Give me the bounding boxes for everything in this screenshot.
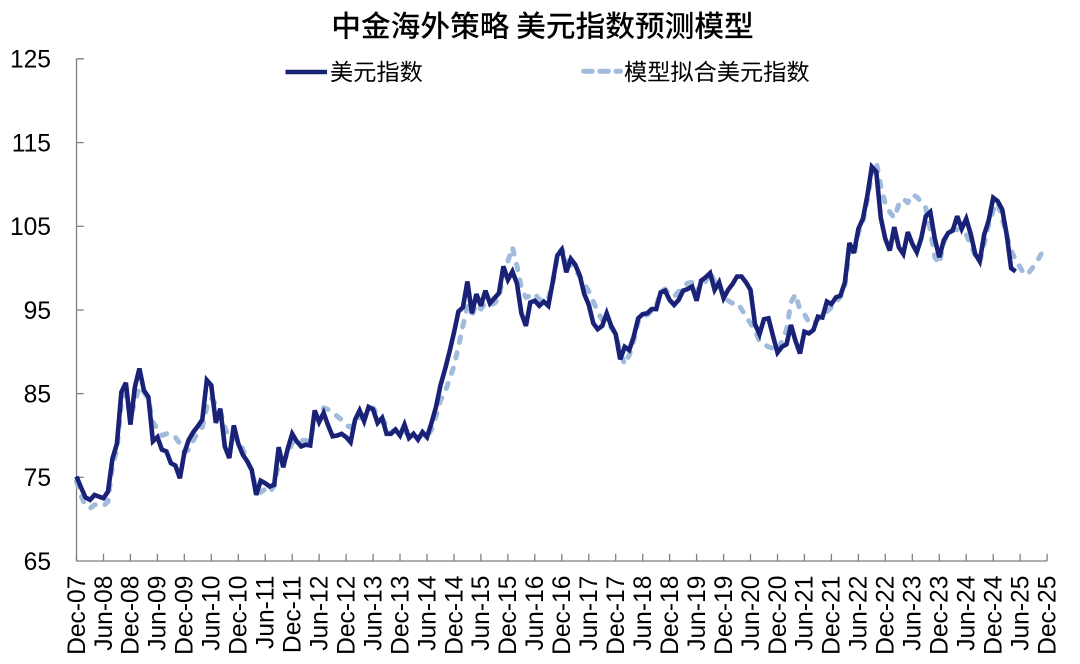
- svg-text:Jun-21: Jun-21: [792, 576, 819, 651]
- svg-text:115: 115: [12, 130, 51, 157]
- svg-text:Dec-23: Dec-23: [927, 576, 954, 655]
- svg-text:Jun-13: Jun-13: [360, 576, 387, 651]
- svg-text:Jun-20: Jun-20: [738, 576, 765, 651]
- svg-text:Dec-22: Dec-22: [873, 576, 900, 655]
- svg-text:Jun-09: Jun-09: [145, 576, 172, 651]
- svg-text:105: 105: [10, 214, 51, 241]
- svg-text:Jun-23: Jun-23: [900, 576, 927, 651]
- svg-text:Dec-17: Dec-17: [603, 576, 630, 655]
- svg-text:Jun-22: Jun-22: [846, 576, 873, 651]
- svg-text:Jun-15: Jun-15: [468, 576, 495, 651]
- svg-text:95: 95: [24, 298, 51, 325]
- svg-text:Dec-13: Dec-13: [387, 576, 414, 655]
- svg-text:Jun-16: Jun-16: [522, 576, 549, 651]
- svg-text:Dec-12: Dec-12: [333, 576, 360, 655]
- svg-text:Dec-14: Dec-14: [441, 576, 468, 655]
- svg-text:Dec-10: Dec-10: [226, 576, 253, 655]
- svg-text:Jun-18: Jun-18: [630, 576, 657, 651]
- svg-text:75: 75: [24, 465, 51, 492]
- svg-text:Dec-15: Dec-15: [495, 576, 522, 655]
- svg-text:Dec-08: Dec-08: [118, 576, 145, 655]
- svg-text:65: 65: [24, 549, 51, 576]
- svg-text:Dec-07: Dec-07: [64, 576, 91, 655]
- svg-text:Dec-16: Dec-16: [549, 576, 576, 655]
- svg-text:Jun-14: Jun-14: [414, 576, 441, 651]
- svg-text:Jun-08: Jun-08: [91, 576, 118, 651]
- svg-text:125: 125: [10, 47, 51, 74]
- svg-text:Dec-24: Dec-24: [981, 576, 1008, 655]
- svg-text:Jun-11: Jun-11: [253, 576, 280, 649]
- svg-text:Jun-10: Jun-10: [199, 576, 226, 651]
- svg-text:Dec-11: Dec-11: [280, 576, 307, 653]
- svg-text:Dec-25: Dec-25: [1034, 576, 1061, 655]
- svg-text:Jun-25: Jun-25: [1007, 576, 1034, 651]
- svg-text:Dec-09: Dec-09: [172, 576, 199, 655]
- svg-text:85: 85: [24, 381, 51, 408]
- svg-text:Dec-19: Dec-19: [711, 576, 738, 655]
- svg-text:Dec-18: Dec-18: [657, 576, 684, 655]
- svg-text:Dec-20: Dec-20: [765, 576, 792, 655]
- svg-text:Jun-19: Jun-19: [684, 576, 711, 651]
- svg-text:Jun-12: Jun-12: [306, 576, 333, 651]
- svg-text:Dec-21: Dec-21: [819, 576, 846, 655]
- svg-text:Jun-17: Jun-17: [576, 576, 603, 651]
- svg-text:Jun-24: Jun-24: [954, 576, 981, 651]
